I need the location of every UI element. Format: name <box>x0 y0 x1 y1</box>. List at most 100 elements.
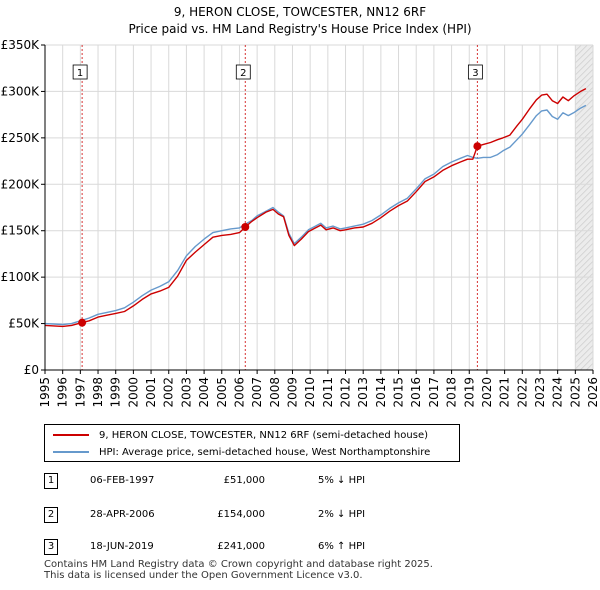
future-hatch <box>575 75 593 94</box>
future-hatch <box>575 273 593 292</box>
sale-number-badge: 1 <box>44 473 58 489</box>
sale-point <box>473 142 482 151</box>
future-hatch <box>575 261 593 280</box>
future-hatch <box>575 189 593 208</box>
x-tick-label: 2009 <box>285 377 299 408</box>
x-tick-label: 2002 <box>162 377 176 408</box>
footer-line1: Contains HM Land Registry data © Crown c… <box>44 559 433 570</box>
y-tick-label: £50K <box>8 317 40 331</box>
x-tick-label: 2013 <box>356 377 370 408</box>
sale-hpi-diff: 6% ↑ HPI <box>318 541 366 552</box>
x-tick-label: 2003 <box>179 377 193 408</box>
y-tick-label: £200K <box>1 177 41 191</box>
sale-date: 28-APR-2006 <box>90 509 155 520</box>
future-hatch <box>575 171 593 190</box>
future-hatch <box>575 315 593 334</box>
sale-marker-label: 1 <box>77 68 83 79</box>
legend: 9, HERON CLOSE, TOWCESTER, NN12 6RF (sem… <box>44 424 460 462</box>
price-chart: 1 2 3 £0 £50K £100K £150K £200K £250K £300K £350K… <box>1 38 600 408</box>
x-tick-label: 2025 <box>568 377 582 408</box>
future-hatch <box>575 57 593 76</box>
future-hatch <box>575 93 593 112</box>
sale-hpi-diff: 5% ↓ HPI <box>318 475 366 486</box>
future-hatch <box>575 45 576 46</box>
sale-number-badge: 2 <box>44 507 58 523</box>
future-hatch <box>575 279 593 298</box>
future-hatch <box>575 201 593 220</box>
y-tick-label: £250K <box>1 131 41 145</box>
future-hatch <box>575 291 593 310</box>
future-shade <box>575 45 593 370</box>
future-hatch <box>575 111 593 130</box>
future-hatch <box>575 213 593 232</box>
x-tick-label: 2026 <box>586 377 600 408</box>
chart-title: 9, HERON CLOSE, TOWCESTER, NN12 6RF Pric… <box>0 4 600 38</box>
chart-title-line2: Price paid vs. HM Land Registry's House … <box>128 22 472 36</box>
future-hatch <box>575 63 593 82</box>
x-tick-label: 2001 <box>144 377 158 408</box>
future-hatch <box>575 207 593 226</box>
sale-point <box>241 223 250 231</box>
future-hatch <box>575 321 593 340</box>
x-tick-label: 1996 <box>56 377 70 408</box>
sale-marker-box <box>235 64 251 80</box>
sale-hpi-diff: 2% ↓ HPI <box>318 509 366 520</box>
x-tick-label: 2017 <box>427 377 441 408</box>
future-hatch <box>575 183 593 202</box>
hpi-line <box>44 104 587 326</box>
x-tick-label: 2015 <box>392 377 406 408</box>
sale-row: 1 06-FEB-1997 £51,000 5% ↓ HPI <box>40 472 420 492</box>
x-tick-label: 2011 <box>321 377 335 408</box>
x-tick-label: 2005 <box>215 377 229 408</box>
future-hatch <box>575 225 593 244</box>
sale-row: 3 18-JUN-2019 £241,000 6% ↑ HPI <box>40 538 420 558</box>
future-hatch <box>575 219 593 238</box>
future-hatch <box>575 255 593 274</box>
x-tick-label: 2012 <box>339 377 353 408</box>
future-hatch <box>575 153 593 172</box>
x-tick-label: 2022 <box>515 377 529 408</box>
legend-item-hpi: HPI: Average price, semi-detached house,… <box>53 444 430 460</box>
future-hatch <box>575 69 593 88</box>
x-tick-label: 1997 <box>73 377 87 408</box>
sale-marker-box <box>72 64 88 80</box>
x-tick-label: 2010 <box>303 377 317 408</box>
future-hatch <box>575 159 593 178</box>
sale-marker-label: 3 <box>472 68 478 79</box>
sale-marker-box <box>467 64 483 80</box>
future-hatch <box>575 117 593 136</box>
sale-row: 2 28-APR-2006 £154,000 2% ↓ HPI <box>40 506 420 526</box>
future-hatch <box>575 339 593 358</box>
future-hatch <box>575 165 593 184</box>
future-hatch <box>575 327 593 346</box>
future-hatch <box>575 351 593 370</box>
x-tick-label: 2024 <box>551 377 565 408</box>
future-hatch <box>575 237 593 256</box>
x-tick-label: 2020 <box>480 377 494 408</box>
x-tick-label: 2014 <box>374 377 388 408</box>
legend-item-property: 9, HERON CLOSE, TOWCESTER, NN12 6RF (sem… <box>53 427 428 443</box>
legend-label-hpi: HPI: Average price, semi-detached house,… <box>99 446 431 458</box>
footer-line2: This data is licensed under the Open Gov… <box>44 570 363 581</box>
future-hatch <box>585 363 593 370</box>
future-hatch <box>575 51 593 70</box>
footer-credits: Contains HM Land Registry data © Crown c… <box>44 559 433 581</box>
future-hatch <box>575 141 593 160</box>
x-tick-label: 2008 <box>268 377 282 408</box>
future-hatch <box>575 303 593 322</box>
y-tick-label: £300K <box>1 84 41 98</box>
x-tick-label: 2016 <box>409 377 423 408</box>
future-hatch <box>575 297 593 316</box>
sale-point <box>78 318 87 327</box>
sale-price: £51,000 <box>223 475 265 486</box>
property-price-line <box>44 87 587 328</box>
future-hatch <box>575 45 582 52</box>
future-hatch <box>575 45 588 58</box>
x-tick-label: 2006 <box>232 377 246 408</box>
sale-price: £241,000 <box>217 541 265 552</box>
future-hatch <box>575 243 593 262</box>
future-hatch <box>575 249 593 268</box>
y-tick-label: £350K <box>1 38 41 52</box>
legend-swatch-hpi <box>53 451 89 453</box>
future-hatch <box>575 45 593 64</box>
